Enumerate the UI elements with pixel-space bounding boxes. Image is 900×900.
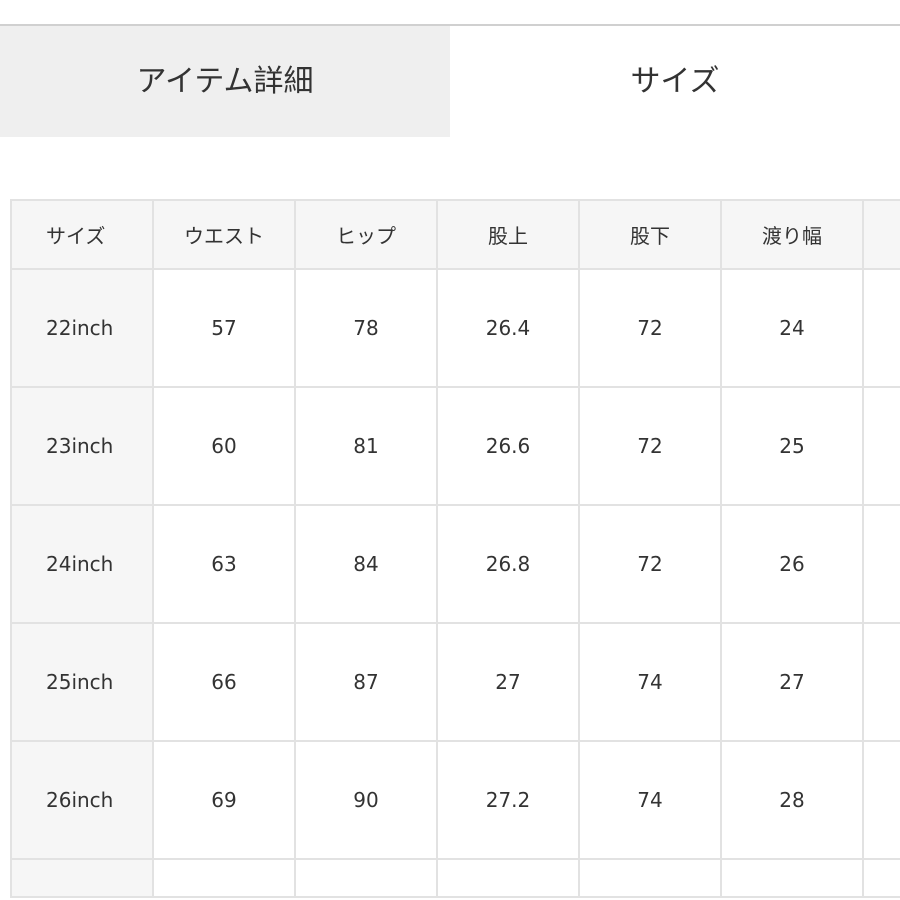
- table-row: 26inch 69 90 27.2 74 28: [10, 740, 900, 860]
- cell-inseam: 72: [578, 386, 722, 506]
- cell-inseam: [578, 858, 722, 898]
- cell-size: 26inch: [10, 740, 154, 860]
- cell-inseam: 72: [578, 268, 722, 388]
- cell-inseam: 74: [578, 740, 722, 860]
- cell-inseam: 72: [578, 504, 722, 624]
- cell-hip: [294, 858, 438, 898]
- header-hip: ヒップ: [294, 199, 438, 270]
- cell-hip: 84: [294, 504, 438, 624]
- cell-size: 25inch: [10, 622, 154, 742]
- cell-rise: 26.6: [436, 386, 580, 506]
- tab-size[interactable]: サイズ: [450, 26, 900, 137]
- cell-waist: [152, 858, 296, 898]
- cell-hip: 87: [294, 622, 438, 742]
- table-row: [10, 858, 900, 898]
- cell-hip: 90: [294, 740, 438, 860]
- cell-waist: 60: [152, 386, 296, 506]
- cell-rise: 26.8: [436, 504, 580, 624]
- header-rise: 股上: [436, 199, 580, 270]
- cell-waist: 66: [152, 622, 296, 742]
- cell-waist: 69: [152, 740, 296, 860]
- cell-thigh-width: 24: [720, 268, 864, 388]
- size-table-container[interactable]: サイズ ウエスト ヒップ 股上 股下 渡り幅 22inch 57 78 26.4 72 24 23in…: [10, 199, 900, 898]
- cell-rise: [436, 858, 580, 898]
- tab-item-details[interactable]: アイテム詳細: [0, 26, 450, 137]
- table-header-row: サイズ ウエスト ヒップ 股上 股下 渡り幅: [10, 199, 900, 270]
- table-row: 22inch 57 78 26.4 72 24: [10, 268, 900, 388]
- header-extra: [862, 199, 900, 270]
- cell-waist: 57: [152, 268, 296, 388]
- header-thigh-width: 渡り幅: [720, 199, 864, 270]
- header-waist: ウエスト: [152, 199, 296, 270]
- cell-extra: [862, 268, 900, 388]
- cell-extra: [862, 858, 900, 898]
- cell-thigh-width: 27: [720, 622, 864, 742]
- table-row: 23inch 60 81 26.6 72 25: [10, 386, 900, 506]
- cell-thigh-width: 28: [720, 740, 864, 860]
- cell-size: 23inch: [10, 386, 154, 506]
- header-size: サイズ: [10, 199, 154, 270]
- cell-rise: 27.2: [436, 740, 580, 860]
- table-row: 24inch 63 84 26.8 72 26: [10, 504, 900, 624]
- cell-extra: [862, 740, 900, 860]
- cell-inseam: 74: [578, 622, 722, 742]
- cell-extra: [862, 504, 900, 624]
- cell-extra: [862, 386, 900, 506]
- cell-thigh-width: [720, 858, 864, 898]
- table-row: 25inch 66 87 27 74 27: [10, 622, 900, 742]
- cell-rise: 27: [436, 622, 580, 742]
- cell-hip: 81: [294, 386, 438, 506]
- header-inseam: 股下: [578, 199, 722, 270]
- cell-extra: [862, 622, 900, 742]
- cell-thigh-width: 25: [720, 386, 864, 506]
- tab-bar: アイテム詳細 サイズ: [0, 26, 900, 137]
- top-divider: [0, 24, 900, 26]
- size-table: サイズ ウエスト ヒップ 股上 股下 渡り幅 22inch 57 78 26.4 72 24 23in…: [10, 199, 900, 898]
- cell-size: 22inch: [10, 268, 154, 388]
- cell-waist: 63: [152, 504, 296, 624]
- cell-size: 24inch: [10, 504, 154, 624]
- cell-hip: 78: [294, 268, 438, 388]
- cell-rise: 26.4: [436, 268, 580, 388]
- cell-thigh-width: 26: [720, 504, 864, 624]
- cell-size: [10, 858, 154, 898]
